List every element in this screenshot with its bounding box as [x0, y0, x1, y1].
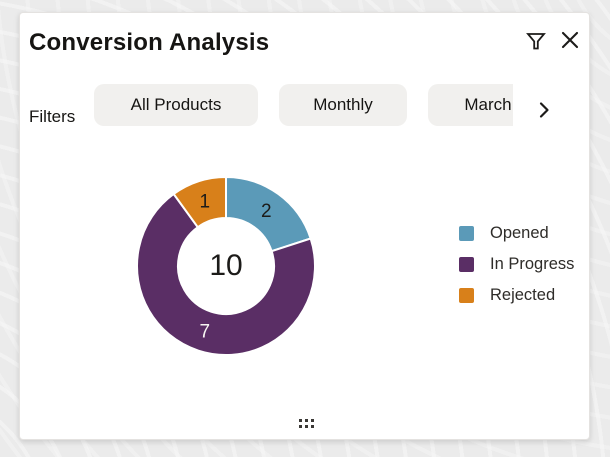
filters-label: Filters — [29, 107, 76, 126]
page-title: Conversion Analysis — [29, 29, 270, 56]
drag-dot — [311, 419, 314, 422]
resize-drag-handle[interactable] — [299, 419, 314, 428]
donut-segment-in-progress[interactable] — [136, 192, 316, 356]
drag-dot — [305, 419, 308, 422]
legend-item-opened[interactable]: Opened — [459, 218, 574, 249]
drag-dot — [311, 425, 314, 428]
legend-item-in-progress[interactable]: In Progress — [459, 249, 574, 280]
filter-chip-march[interactable]: March — [428, 84, 513, 126]
filter-chip-all-products[interactable]: All Products — [94, 84, 258, 126]
conversion-analysis-widget: Conversion Analysis Filters All Products… — [19, 12, 590, 440]
chart-legend: Opened In Progress Rejected — [459, 218, 574, 311]
donut-segment-value: 1 — [200, 191, 211, 212]
donut-chart: 2 7 1 — [136, 175, 316, 356]
close-icon — [558, 28, 582, 52]
legend-label: Opened — [490, 224, 549, 242]
close-button[interactable] — [556, 26, 584, 54]
drag-dot — [299, 419, 302, 422]
donut-segment-value: 2 — [261, 201, 272, 222]
chevron-right-icon — [534, 100, 554, 120]
donut-segment-rejected[interactable] — [172, 175, 227, 229]
legend-swatch — [459, 226, 474, 241]
donut-segment-value: 7 — [200, 322, 211, 343]
legend-item-rejected[interactable]: Rejected — [459, 280, 574, 311]
filter-chip-monthly[interactable]: Monthly — [279, 84, 407, 126]
filter-chips-scroll-area: All Products Monthly March — [94, 84, 513, 126]
legend-swatch — [459, 288, 474, 303]
drag-dot — [299, 425, 302, 428]
legend-label: Rejected — [490, 286, 556, 304]
chips-scroll-right-button[interactable] — [530, 96, 558, 124]
legend-swatch — [459, 257, 474, 272]
drag-dot — [305, 425, 308, 428]
filter-button[interactable] — [522, 27, 550, 55]
legend-label: In Progress — [490, 255, 575, 273]
funnel-icon — [524, 29, 548, 53]
